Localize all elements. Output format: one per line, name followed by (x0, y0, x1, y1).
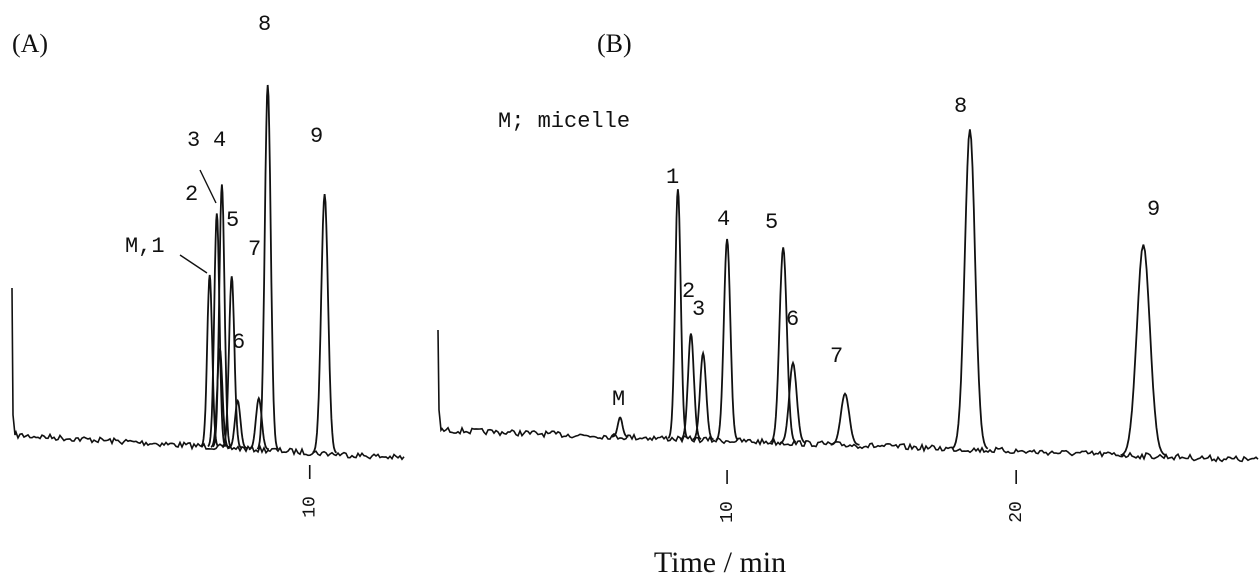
panel-title: (A) (12, 29, 48, 58)
x-tick-label: 20 (1007, 501, 1027, 523)
peak-label: 6 (786, 307, 799, 332)
x-axis-label: Time / min (654, 546, 786, 579)
peak-label: 4 (213, 128, 226, 153)
peak-label: 7 (830, 344, 843, 369)
peak-label: 9 (310, 124, 323, 149)
peak (770, 247, 797, 443)
peak (312, 193, 338, 454)
peak (951, 129, 989, 450)
peak-label: 1 (666, 165, 679, 190)
peak-label: 9 (1147, 197, 1160, 222)
peak (256, 84, 279, 450)
peak (221, 276, 242, 449)
peak-label: 4 (717, 207, 730, 232)
peak-label: 5 (226, 208, 239, 233)
annotation: M; micelle (498, 109, 630, 134)
leader-line (199, 169, 217, 204)
baseline-trace (437, 329, 1259, 463)
leader-line (179, 254, 208, 274)
peak-label: 3 (692, 297, 705, 322)
x-tick-label: 10 (718, 501, 738, 523)
x-tick-label: 10 (300, 496, 320, 518)
peak-label: 2 (185, 182, 198, 207)
peak-label: 3 (187, 128, 200, 153)
peak-label: M (612, 387, 625, 412)
peak (212, 184, 232, 448)
peak-label: 2 (682, 279, 695, 304)
peak (1120, 244, 1167, 457)
peak (207, 213, 227, 448)
panel-title: (B) (597, 29, 632, 58)
peak (830, 392, 860, 446)
peak-label: 5 (765, 210, 778, 235)
peak (680, 333, 702, 440)
peak (248, 396, 270, 451)
peak (612, 416, 629, 438)
peak-label: 6 (232, 330, 245, 355)
peak (779, 360, 807, 444)
peak (715, 238, 739, 441)
peak-label: 7 (248, 237, 261, 262)
baseline-trace (11, 287, 405, 461)
peak (667, 189, 689, 439)
peak-label: M,1 (125, 234, 165, 259)
peak (692, 350, 714, 441)
peak (228, 398, 248, 449)
peak-label: 8 (954, 94, 967, 119)
peak-label: 8 (258, 12, 271, 37)
